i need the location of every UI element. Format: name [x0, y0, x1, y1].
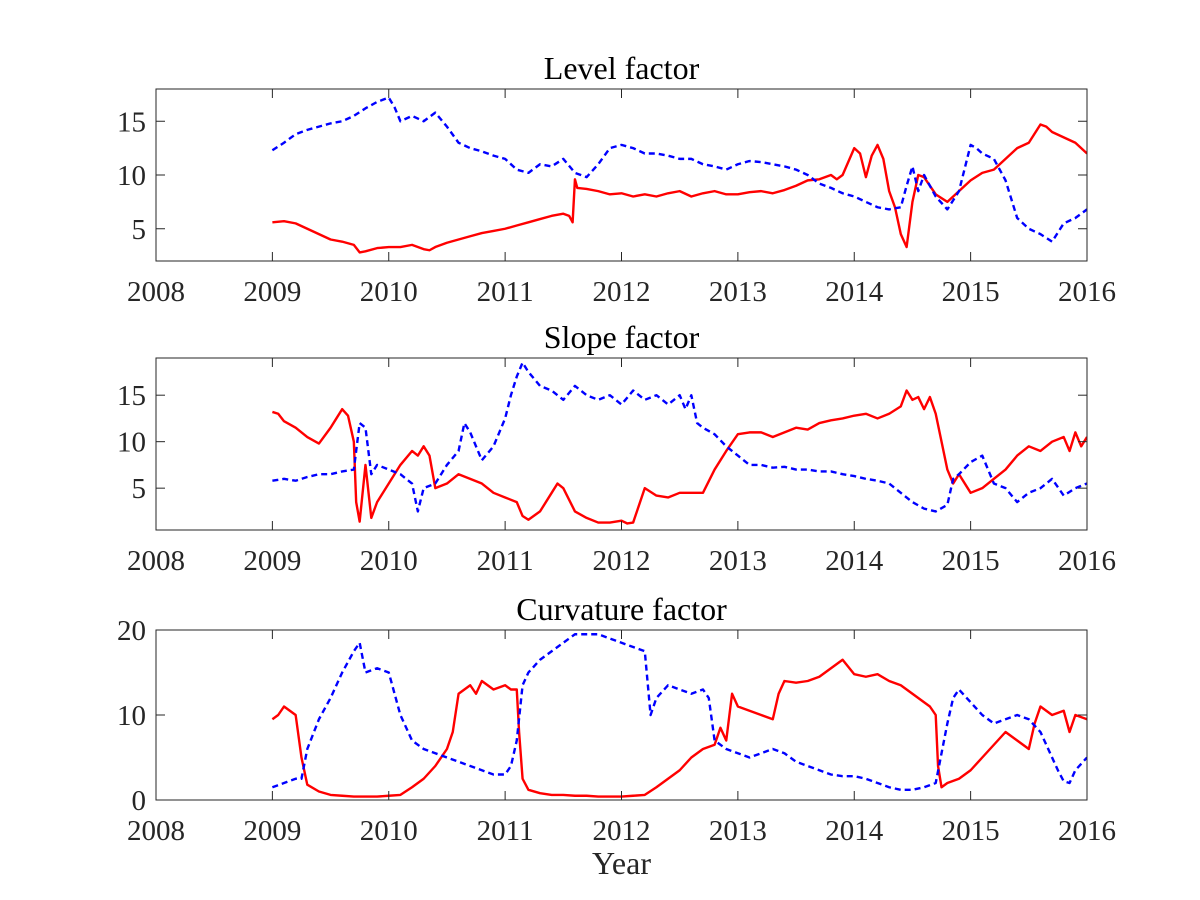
slope-x-tick-label: 2011	[477, 545, 534, 577]
curvature-x-tick-label: 2009	[243, 815, 301, 847]
curvature-blue-dashed-line	[271, 633, 1087, 791]
level-x-tick-label: 2008	[127, 276, 185, 308]
level-x-tick-label: 2009	[243, 276, 301, 308]
level-y-tick-label: 15	[117, 106, 146, 138]
curvature-x-tick-label: 2015	[942, 815, 1000, 847]
slope-x-tick-label: 2010	[360, 545, 418, 577]
curvature-red-solid-line	[271, 658, 1087, 798]
level-axes-frame	[155, 88, 1088, 262]
level-y-tick-label: 5	[132, 214, 147, 246]
curvature-x-tick-label: 2012	[593, 815, 651, 847]
slope-red-solid-line	[272, 389, 1087, 525]
curvature-x-tick-label: 2014	[825, 815, 884, 847]
slope-x-tick-label: 2015	[942, 545, 1000, 577]
curvature-x-tick-label: 2016	[1058, 815, 1116, 847]
level-x-tick-label: 2010	[360, 276, 418, 308]
level-x-tick-label: 2015	[942, 276, 1000, 308]
curvature-series-group	[271, 633, 1087, 798]
slope-y-tick-label: 15	[117, 380, 146, 412]
curvature-x-tick-label: 2010	[360, 815, 418, 847]
level-x-tick-label: 2013	[709, 276, 767, 308]
slope-factor-title: Slope factor	[544, 319, 700, 355]
level-factor-panel: Level factor 2008 2009 2010 2011 2012 2013 201…	[117, 50, 1116, 308]
curvature-y-tick-label: 0	[132, 785, 147, 817]
slope-blue-dashed-line	[272, 361, 1087, 513]
level-y-tick-label: 10	[117, 160, 146, 192]
slope-x-tick-label: 2013	[709, 545, 767, 577]
curvature-y-tick-label: 20	[117, 615, 146, 647]
level-x-tick-label: 2016	[1058, 276, 1116, 308]
slope-x-tick-label: 2008	[127, 545, 185, 577]
slope-y-tick-label: 10	[117, 427, 146, 459]
slope-series-group	[272, 361, 1087, 525]
curvature-x-tick-label: 2011	[477, 815, 534, 847]
level-factor-title: Level factor	[544, 50, 700, 86]
curvature-x-tick-label: 2008	[127, 815, 185, 847]
level-x-tick-label: 2014	[825, 276, 884, 308]
curvature-factor-title: Curvature factor	[516, 591, 727, 627]
slope-axes-frame	[155, 357, 1088, 531]
curvature-x-tick-label: 2013	[709, 815, 767, 847]
slope-x-tick-label: 2016	[1058, 545, 1116, 577]
level-series-group	[271, 96, 1087, 254]
x-axis-label: Year	[592, 845, 651, 881]
slope-x-tick-label: 2009	[243, 545, 301, 577]
slope-x-tick-label: 2012	[593, 545, 651, 577]
level-blue-dashed-line	[271, 96, 1087, 243]
curvature-factor-panel: Curvature factor Year 2008 2009 2010 2011 20…	[117, 591, 1116, 881]
curvature-y-tick-label: 10	[117, 700, 146, 732]
slope-factor-panel: Slope factor 2008 2009 2010 2011 2012 2013 201…	[117, 319, 1116, 577]
slope-y-tick-label: 5	[132, 473, 147, 505]
level-red-solid-line	[272, 123, 1087, 254]
level-x-tick-label: 2011	[477, 276, 534, 308]
level-x-tick-label: 2012	[593, 276, 651, 308]
slope-x-tick-label: 2014	[825, 545, 884, 577]
